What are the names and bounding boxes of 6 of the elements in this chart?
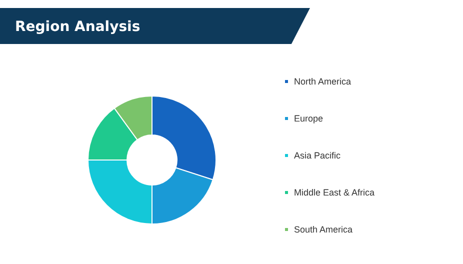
- legend-label: Middle East & Africa: [294, 188, 375, 198]
- legend-label: Asia Pacific: [294, 150, 342, 160]
- legend-label: South America: [294, 224, 353, 234]
- legend-label: North America: [294, 76, 352, 86]
- legend-label: Europe: [294, 114, 324, 124]
- chart-title: Region Analysis: [15, 19, 140, 35]
